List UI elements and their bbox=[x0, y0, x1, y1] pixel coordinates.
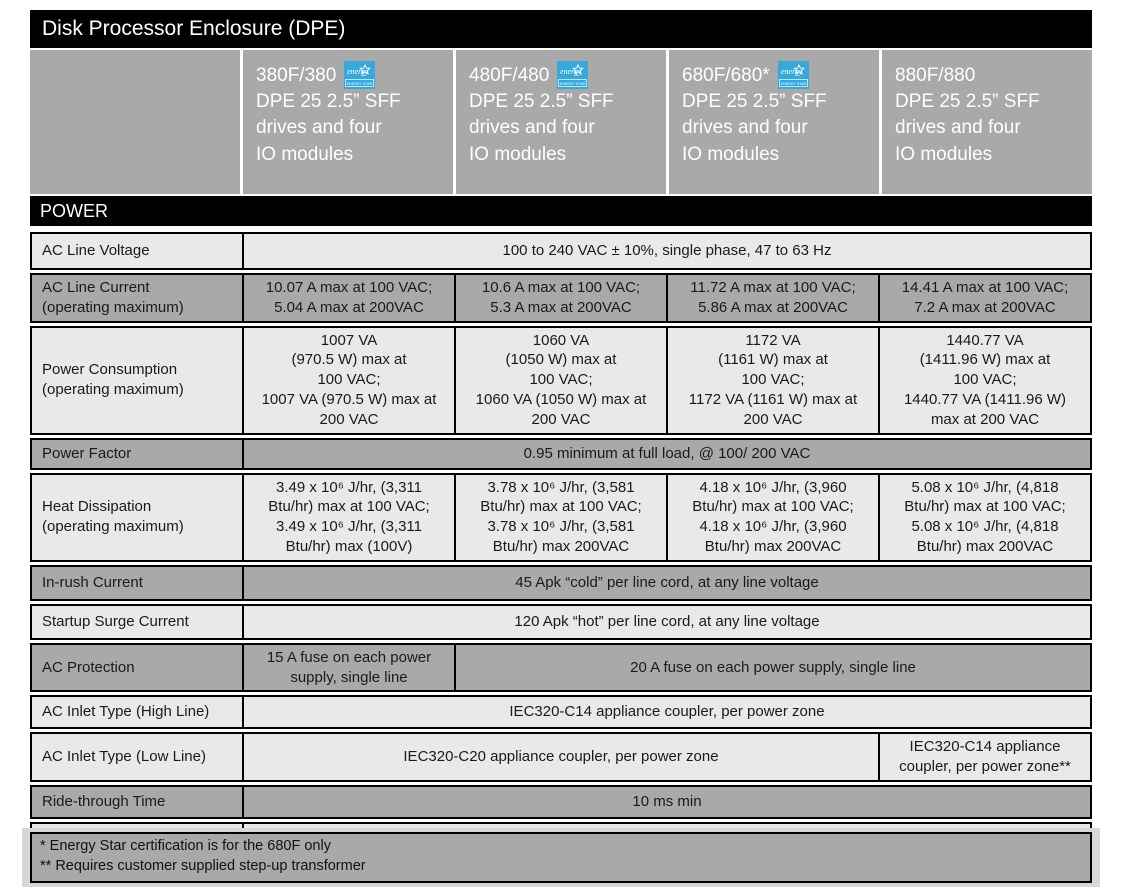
row-label: Power Factor bbox=[42, 444, 132, 462]
footnote-strip: * Energy Star certification is for the 6… bbox=[22, 828, 1100, 887]
spec-value: IEC320-C14 appliance coupler, per power … bbox=[242, 697, 1090, 728]
energy-star-icon: energy ENERGY STAR bbox=[557, 61, 589, 89]
spec-value: 0.95 minimum at full load, @ 100/ 200 VA… bbox=[242, 439, 1090, 468]
spec-value: 3.49 x 10⁶ J/hr, (3,311 Btu/hr) max at 1… bbox=[242, 474, 454, 560]
section-header-power: POWER bbox=[30, 196, 1092, 226]
row-label: AC Line Current (operating maximum) bbox=[42, 279, 184, 316]
spec-value: 1440.77 VA (1411.96 W) max at 100 VAC; 1… bbox=[878, 327, 1090, 433]
row-label: Startup Surge Current bbox=[42, 612, 189, 630]
model-name: 880F/880 bbox=[895, 65, 976, 86]
spec-value: 5.08 x 10⁶ J/hr, (4,818 Btu/hr) max at 1… bbox=[878, 474, 1090, 560]
row-power-consumption: Power Consumption (operating maximum) 10… bbox=[30, 325, 1092, 435]
row-label: Heat Dissipation (operating maximum) bbox=[42, 498, 184, 536]
column-header-380: 380F/380 energy ENERGY STAR DPE 25 2.5” … bbox=[243, 50, 453, 194]
column-header-880: 880F/880 energy ENERGY STAR DPE 25 2.5” … bbox=[882, 50, 1092, 194]
spec-value: 4.18 x 10⁶ J/hr, (3,960 Btu/hr) max at 1… bbox=[666, 474, 878, 560]
model-name: 680F/680* bbox=[682, 65, 770, 86]
footnote-energy-star: * Energy Star certification is for the 6… bbox=[40, 838, 331, 854]
row-inrush-current: In-rush Current 45 Apk “cold” per line c… bbox=[30, 564, 1092, 601]
row-power-factor: Power Factor 0.95 minimum at full load, … bbox=[30, 437, 1092, 470]
column-description: DPE 25 2.5” SFF drives and four IO modul… bbox=[469, 91, 614, 165]
energy-star-icon: energy ENERGY STAR bbox=[344, 61, 376, 89]
spec-value: IEC320-C14 appliance coupler, per power … bbox=[878, 734, 1090, 780]
spec-value: 10 ms min bbox=[242, 786, 1090, 817]
row-label: Ride-through Time bbox=[42, 793, 166, 811]
column-header-row: 380F/380 energy ENERGY STAR DPE 25 2.5” … bbox=[30, 50, 1092, 194]
table-title: Disk Processor Enclosure (DPE) bbox=[30, 10, 1092, 48]
row-ac-line-current: AC Line Current (operating maximum) 10.0… bbox=[30, 273, 1092, 323]
spec-value: 100 to 240 VAC ± 10%, single phase, 47 t… bbox=[242, 234, 1090, 268]
row-label: Power Consumption (operating maximum) bbox=[42, 361, 184, 399]
svg-text:energy: energy bbox=[560, 67, 582, 76]
row-label: AC Inlet Type (High Line) bbox=[42, 703, 210, 721]
row-label: AC Line Voltage bbox=[42, 242, 150, 260]
svg-text:energy: energy bbox=[781, 67, 803, 76]
footnote-box: * Energy Star certification is for the 6… bbox=[30, 832, 1092, 884]
column-header-480: 480F/480 energy ENERGY STAR DPE 25 2.5” … bbox=[456, 50, 666, 194]
footnote-transformer: ** Requires customer supplied step-up tr… bbox=[40, 857, 366, 874]
spec-value: 3.78 x 10⁶ J/hr, (3,581 Btu/hr) max at 1… bbox=[454, 474, 666, 560]
row-ac-line-voltage: AC Line Voltage 100 to 240 VAC ± 10%, si… bbox=[30, 232, 1092, 270]
spec-value: 14.41 A max at 100 VAC; 7.2 A max at 200… bbox=[878, 275, 1090, 321]
svg-text:energy: energy bbox=[347, 67, 369, 76]
spec-value: 120 Apk “hot” per line cord, at any line… bbox=[242, 605, 1090, 638]
model-name: 380F/380 bbox=[256, 65, 337, 86]
dpe-spec-table: Disk Processor Enclosure (DPE) 380F/380 … bbox=[30, 10, 1092, 859]
column-description: DPE 25 2.5” SFF drives and four IO modul… bbox=[895, 91, 1040, 165]
energy-star-icon: energy ENERGY STAR bbox=[777, 61, 809, 89]
spec-value: 1007 VA (970.5 W) max at 100 VAC; 1007 V… bbox=[242, 327, 454, 433]
svg-text:ENERGY STAR: ENERGY STAR bbox=[560, 82, 586, 86]
svg-text:ENERGY STAR: ENERGY STAR bbox=[347, 82, 373, 86]
spec-value: IEC320-C20 appliance coupler, per power … bbox=[242, 734, 878, 780]
spec-value: 1172 VA (1161 W) max at 100 VAC; 1172 VA… bbox=[666, 327, 878, 433]
row-label: AC Inlet Type (Low Line) bbox=[42, 748, 206, 766]
spec-value: 10.6 A max at 100 VAC; 5.3 A max at 200V… bbox=[454, 275, 666, 321]
row-ac-inlet-high-line: AC Inlet Type (High Line) IEC320-C14 app… bbox=[30, 695, 1092, 730]
row-heat-dissipation: Heat Dissipation (operating maximum) 3.4… bbox=[30, 472, 1092, 562]
spec-value: 20 A fuse on each power supply, single l… bbox=[454, 644, 1090, 691]
column-description: DPE 25 2.5” SFF drives and four IO modul… bbox=[682, 91, 827, 165]
header-empty-cell bbox=[30, 50, 240, 194]
spec-value: 1060 VA (1050 W) max at 100 VAC; 1060 VA… bbox=[454, 327, 666, 433]
row-label: In-rush Current bbox=[42, 573, 143, 591]
svg-text:ENERGY STAR: ENERGY STAR bbox=[780, 82, 806, 86]
row-ride-through-time: Ride-through Time 10 ms min bbox=[30, 784, 1092, 819]
model-name: 480F/480 bbox=[469, 65, 550, 86]
row-startup-surge-current: Startup Surge Current 120 Apk “hot” per … bbox=[30, 603, 1092, 640]
row-label: AC Protection bbox=[42, 658, 135, 676]
spec-value: 15 A fuse on each power supply, single l… bbox=[242, 644, 454, 691]
column-header-680: 680F/680* energy ENERGY STAR DPE 25 2.5”… bbox=[669, 50, 879, 194]
spec-value: 10.07 A max at 100 VAC; 5.04 A max at 20… bbox=[242, 275, 454, 321]
spec-value: 11.72 A max at 100 VAC; 5.86 A max at 20… bbox=[666, 275, 878, 321]
row-ac-inlet-low-line: AC Inlet Type (Low Line) IEC320-C20 appl… bbox=[30, 732, 1092, 782]
column-description: DPE 25 2.5” SFF drives and four IO modul… bbox=[256, 91, 401, 165]
spec-value: 45 Apk “cold” per line cord, at any line… bbox=[242, 566, 1090, 599]
row-ac-protection: AC Protection 15 A fuse on each power su… bbox=[30, 642, 1092, 693]
